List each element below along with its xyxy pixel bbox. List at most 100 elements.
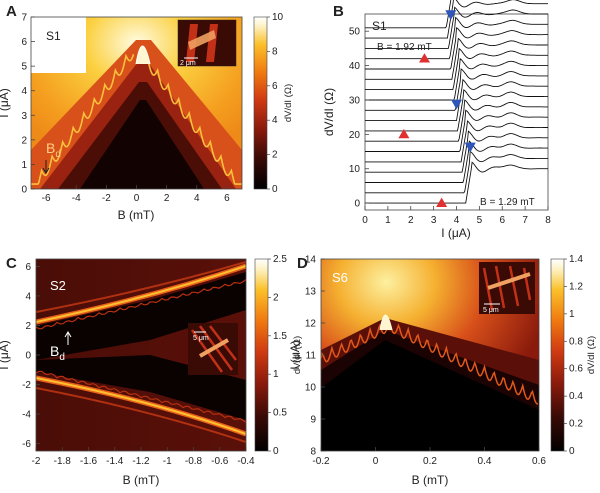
panel-c-colorbar-tick-label: 2 [273,292,279,303]
panel-b-xtick-label: 8 [545,215,551,226]
panel-c-letter: C [6,255,17,272]
panel-d-sample-label: S6 [332,270,348,285]
panel-b-ytick-label: 50 [349,27,361,38]
panel-c-ylabel: I (μA) [0,340,11,370]
panel-b-trace [365,150,548,194]
panel-a-ytick-label: 0 [21,185,27,196]
panel-b-trace [365,37,548,80]
panel-d-ytick-label: 9 [310,415,316,426]
panel-a-colorbar-tick-label: 8 [272,46,278,57]
panel-b-top-label: B = 1.92 mT [377,42,432,53]
panel-d-ylabel: I (μA) [288,340,302,370]
panel-a-inset: 2 μm [177,19,237,67]
panel-b-xtick-label: 4 [454,215,460,226]
panel-d-inset: 5 μm [479,262,535,314]
panel-a-colorbar-tick-label: 10 [272,12,284,23]
panel-a-bd-arrow [42,160,50,174]
panel-a-xtick-label: -4 [72,193,81,204]
panel-a-ytick-label: 1 [21,160,27,171]
panel-d-heatmap [321,259,539,451]
panel-c: C S2 Bd 5 μm 0 0.5 1 1.5 2 2.5 dV/dI (Ω) [0,254,303,487]
panel-a-ylabel: I (μA) [0,88,11,118]
panel-a-ytick-label: 5 [21,62,27,73]
panel-c-xtick-label: -1 [163,456,172,467]
panel-a-xtick-label: 2 [164,193,170,204]
panel-a-ytick-label: 4 [21,86,27,97]
panel-a-colorbar-tick-label: 0 [272,184,278,195]
panel-a-xtick-label: 4 [194,193,200,204]
panel-d-colorbar-tick-label: 0.6 [569,364,583,375]
panel-a-colorbar [253,16,268,190]
panel-b-trace [365,109,548,152]
panel-a-xtick-label: -6 [42,193,51,204]
panel-a-colorbar-tick-label: 6 [272,81,278,92]
panel-c-ytick-label: 6 [25,262,31,273]
panel-c-xtick-label: -0.6 [211,456,229,467]
panel-c-ytick-label: 4 [25,291,31,302]
panel-b-trace [365,99,548,142]
panel-c-colorbar-tick-label: 0.5 [273,408,287,419]
panel-a-sample-label: S1 [46,29,61,43]
panel-b-trace [365,161,548,204]
panel-d-ytick-label: 11 [306,351,317,362]
panel-b-ytick-label: 30 [349,95,361,106]
panel-d: D S6 5 μm 0 0.2 0.4 0.6 0.8 1 1.2 1.4 dV/dI (Ω)… [288,254,597,487]
panel-b-xtick-label: 0 [362,215,368,226]
panel-b-trace [365,6,548,49]
panel-c-ytick-label: 0 [25,351,31,362]
panel-b-ytick-label: 20 [349,130,361,141]
panel-c-xtick-label: -1.4 [106,456,124,467]
panel-b-trace [365,57,548,101]
panel-b-sample-label: S1 [372,19,387,33]
panel-d-colorbar-tick-label: 1.2 [569,281,583,292]
panel-b-marker [418,53,430,63]
panel-a-ytick-label: 2 [21,135,27,146]
panel-c-ytick-label: 2 [25,321,31,332]
panel-d-xlabel: B (mT) [412,473,449,487]
panel-b-ytick-label: 40 [349,61,361,72]
panel-d-xtick-label: 0 [373,456,379,467]
panel-a-xtick-label: 6 [224,193,230,204]
panel-b-trace [365,120,548,163]
panel-c-colorbar [254,258,269,452]
panel-d-ytick-label: 8 [310,447,316,458]
panel-c-inset: 5 μm [188,323,238,375]
panel-c-colorbar-tick-label: 1.5 [273,331,287,342]
panel-b-marker [398,128,410,139]
panel-d-colorbar [550,258,565,452]
panel-a-colorbar-tick-label: 4 [272,115,278,126]
panel-a-xlabel: B (mT) [118,208,155,222]
panel-c-ytick-label: -6 [22,439,31,450]
panel-a-xtick-label: -2 [102,193,111,204]
panel-a-letter: A [6,3,17,20]
panel-d-inset-scale: 5 μm [483,307,499,314]
panel-b-marker [464,142,476,153]
panel-c-xtick-label: -2 [32,456,41,467]
panel-c-bd-label: Bd [50,343,65,363]
panel-b-bottom-label: B = 1.29 mT [480,197,535,208]
panel-b-trace [365,27,548,70]
panel-c-sample-label: S2 [50,278,66,293]
panel-c-colorbar-tick-label: 2.5 [273,254,287,265]
panel-b-xtick-label: 3 [431,215,437,226]
panel-a-inset-scale: 2 μm [180,60,196,67]
panel-b-xtick-label: 2 [408,215,414,226]
panel-a-bd-label: Bd [46,140,61,160]
panel-d-colorbar-label: dV/dI (Ω) [586,336,597,374]
panel-d-colorbar-tick-label: 1 [569,309,575,320]
panel-b-ytick-label: 10 [349,164,361,175]
panel-b-xtick-label: 7 [522,215,528,226]
panel-a-ytick-label: 6 [21,37,27,48]
panel-c-ytick-label: -4 [22,410,31,421]
panel-d-ytick-label: 10 [305,383,317,394]
panel-d-colorbar-tick-label: 0.4 [569,391,583,402]
panel-d-xtick-label: 0.6 [532,456,546,467]
panel-d-colorbar-tick-label: 0.2 [569,419,583,430]
panel-a-ytick-label: 3 [21,111,27,122]
panel-b-xtick-label: 1 [385,215,391,226]
panel-c-xtick-label: -0.8 [185,456,203,467]
panel-a-colorbar-tick-label: 2 [272,150,278,161]
panel-c-xlabel: B (mT) [123,473,160,487]
